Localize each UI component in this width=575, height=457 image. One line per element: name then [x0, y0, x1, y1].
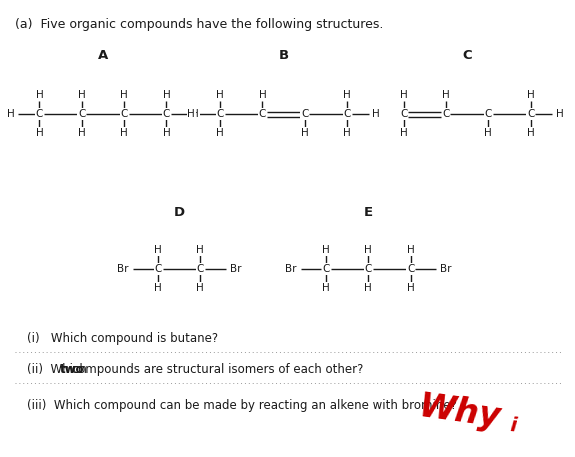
Text: H: H — [216, 90, 224, 100]
Text: C: C — [78, 109, 86, 119]
Text: H: H — [191, 109, 199, 119]
Text: Br: Br — [229, 264, 241, 274]
Text: i: i — [509, 416, 518, 436]
Text: H: H — [527, 128, 535, 138]
Text: (i)   Which compound is butane?: (i) Which compound is butane? — [27, 332, 218, 345]
Text: two: two — [60, 363, 84, 376]
Text: C: C — [163, 109, 170, 119]
Text: C: C — [400, 109, 407, 119]
Text: C: C — [462, 49, 472, 62]
Text: H: H — [163, 128, 170, 138]
Text: (ii)  Which: (ii) Which — [27, 363, 90, 376]
Text: C: C — [36, 109, 43, 119]
Text: H: H — [197, 283, 204, 293]
Text: H: H — [216, 128, 224, 138]
Text: C: C — [407, 264, 415, 274]
Text: (a)  Five organic compounds have the following structures.: (a) Five organic compounds have the foll… — [16, 18, 384, 31]
Text: H: H — [197, 245, 204, 255]
Text: H: H — [259, 90, 266, 100]
Text: H: H — [78, 90, 86, 100]
Text: C: C — [259, 109, 266, 119]
Text: B: B — [278, 49, 289, 62]
Text: Br: Br — [285, 264, 297, 274]
Text: H: H — [527, 90, 535, 100]
Text: C: C — [216, 109, 224, 119]
Text: H: H — [484, 128, 492, 138]
Text: Br: Br — [440, 264, 451, 274]
Text: H: H — [7, 109, 14, 119]
Text: A: A — [98, 49, 108, 62]
Text: H: H — [154, 283, 162, 293]
Text: H: H — [36, 128, 43, 138]
Text: Br: Br — [117, 264, 129, 274]
Text: H: H — [365, 245, 372, 255]
Text: H: H — [400, 128, 408, 138]
Text: H: H — [343, 90, 351, 100]
Text: (iii)  Which compound can be made by reacting an alkene with bromine?: (iii) Which compound can be made by reac… — [27, 399, 457, 412]
Text: C: C — [197, 264, 204, 274]
Text: C: C — [365, 264, 372, 274]
Text: H: H — [78, 128, 86, 138]
Text: C: C — [527, 109, 534, 119]
Text: C: C — [485, 109, 492, 119]
Text: H: H — [163, 90, 170, 100]
Text: E: E — [364, 206, 373, 219]
Text: H: H — [343, 128, 351, 138]
Text: H: H — [187, 109, 195, 119]
Text: H: H — [400, 90, 408, 100]
Text: compounds are structural isomers of each other?: compounds are structural isomers of each… — [68, 363, 363, 376]
Text: H: H — [301, 128, 309, 138]
Text: H: H — [407, 245, 415, 255]
Text: H: H — [372, 109, 380, 119]
Text: D: D — [174, 206, 185, 219]
Text: H: H — [120, 128, 128, 138]
Text: C: C — [301, 109, 309, 119]
Text: H: H — [407, 283, 415, 293]
Text: C: C — [154, 264, 162, 274]
Text: H: H — [154, 245, 162, 255]
Text: C: C — [442, 109, 450, 119]
Text: C: C — [343, 109, 351, 119]
Text: Why: Why — [416, 390, 503, 435]
Text: H: H — [36, 90, 43, 100]
Text: H: H — [365, 283, 372, 293]
Text: C: C — [120, 109, 128, 119]
Text: H: H — [322, 245, 330, 255]
Text: H: H — [555, 109, 563, 119]
Text: H: H — [442, 90, 450, 100]
Text: C: C — [323, 264, 329, 274]
Text: H: H — [322, 283, 330, 293]
Text: H: H — [120, 90, 128, 100]
